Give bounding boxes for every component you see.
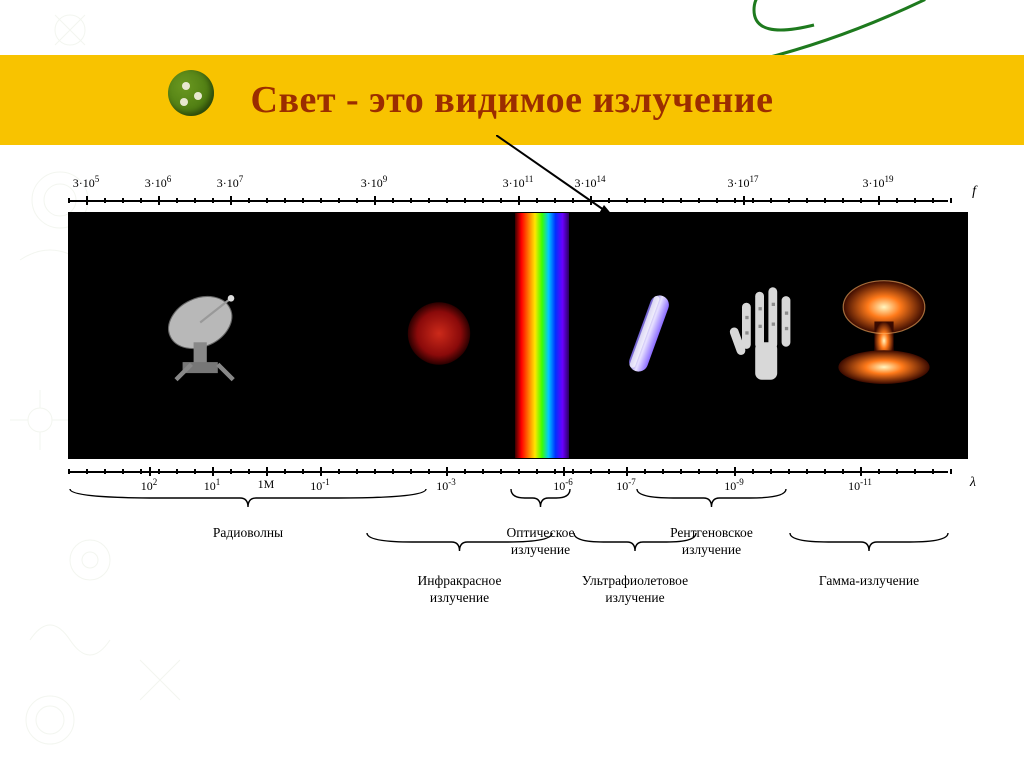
spectrum-region-label: Инфракрасноеизлучение [418, 573, 502, 607]
axis-tick-label: 3·107 [217, 174, 244, 191]
spectrum-region-label: Рентгеновскоеизлучение [670, 525, 753, 559]
radio-dish-icon [154, 278, 264, 393]
axis-tick-label: 3·106 [145, 174, 172, 191]
brace [635, 487, 788, 514]
axis-tick-label: 3·105 [73, 174, 100, 191]
axis-tick-label: 3·109 [361, 174, 388, 191]
axis-tick-label: 3·1017 [728, 174, 759, 191]
axis-tick-label: 3·1019 [863, 174, 894, 191]
axis-label-lambda: λ [970, 475, 976, 491]
brace [788, 531, 950, 558]
frequency-axis: f 3·1053·1063·1073·1093·10113·10143·1017… [68, 190, 968, 212]
axis-tick-label: 3·1011 [503, 174, 534, 191]
wavelength-axis: λ 1021011М10-110-310-610-710-910-11 [68, 461, 968, 483]
em-spectrum-diagram: f 3·1053·1063·1073·1093·10113·10143·1017… [68, 190, 968, 653]
brace [509, 487, 572, 514]
infrared-dot-icon [400, 294, 478, 377]
xray-hand-icon [709, 278, 819, 393]
spectrum-region-label: Гамма-излучение [819, 573, 919, 590]
spectrum-strip [68, 212, 968, 459]
decorative-bead [168, 70, 214, 116]
visible-spectrum-band [515, 213, 569, 458]
axis-label-f: f [972, 184, 976, 200]
title-bar: Свет - это видимое излучение [0, 55, 1024, 145]
spectrum-region-label: Радиоволны [213, 525, 283, 542]
gamma-blast-icon [824, 273, 944, 398]
uv-tube-icon [602, 286, 697, 386]
spectrum-braces: Радиоволны Инфракрасноеизлучение Оптичес… [68, 483, 968, 653]
spectrum-region-label: Ультрафиолетовоеизлучение [582, 573, 688, 607]
brace [68, 487, 428, 514]
spectrum-region-label: Оптическоеизлучение [507, 525, 575, 559]
axis-tick-label: 3·1014 [575, 174, 606, 191]
page-title: Свет - это видимое излучение [251, 78, 774, 122]
